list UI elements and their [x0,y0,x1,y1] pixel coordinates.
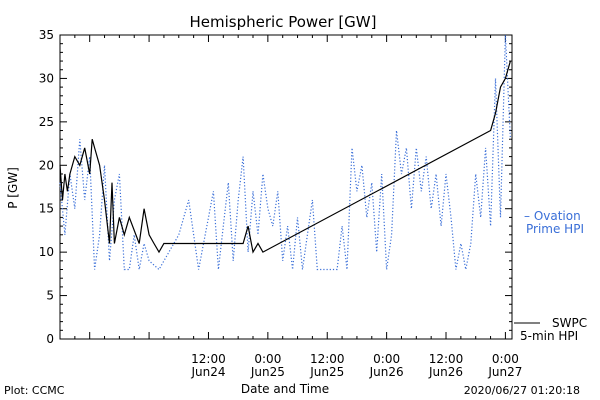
x-tick-label-time: 12:00 [429,352,464,366]
x-tick-label-date: Jun26 [428,365,463,379]
y-axis-label: P [GW] [6,167,20,209]
y-tick-label: 30 [39,71,54,85]
x-tick-label-date: Jun26 [369,365,404,379]
y-tick-label: 0 [46,332,54,346]
x-tick-label-time: 0:00 [373,352,400,366]
series-swpc-line [59,60,511,254]
x-tick-label-time: 0:00 [492,352,519,366]
y-tick-label: 25 [39,115,54,129]
plot-timestamp: 2020/06/27 01:20:18 [464,384,580,397]
x-tick-label-date: Jun25 [309,365,344,379]
legend-swpc-line2: 5-min HPI [520,329,578,343]
chart-title: Hemispheric Power [GW] [190,13,377,31]
legend-swpc-line1: SWPC [552,316,587,330]
plot-credit: Plot: CCMC [4,384,65,397]
series-ovation-prime-line [59,34,511,271]
y-tick-label: 35 [39,28,54,42]
x-tick-label-date: Jun27 [487,365,522,379]
y-tick-label: 10 [39,245,54,259]
x-tick-label-time: 12:00 [310,352,345,366]
x-tick-label-time: 0:00 [254,352,281,366]
legend-ovation-line1: – Ovation [524,209,581,223]
plot-area: 0510152025303512:00Jun240:00Jun2512:00Ju… [39,28,523,379]
x-tick-label-date: Jun24 [190,365,225,379]
x-tick-label-time: 12:00 [191,352,226,366]
y-tick-label: 5 [46,289,54,303]
x-tick-label-date: Jun25 [250,365,285,379]
legend-ovation-line2: Prime HPI [526,222,584,236]
x-axis-label: Date and Time [241,382,329,396]
y-tick-label: 15 [39,202,54,216]
y-tick-label: 20 [39,158,54,172]
